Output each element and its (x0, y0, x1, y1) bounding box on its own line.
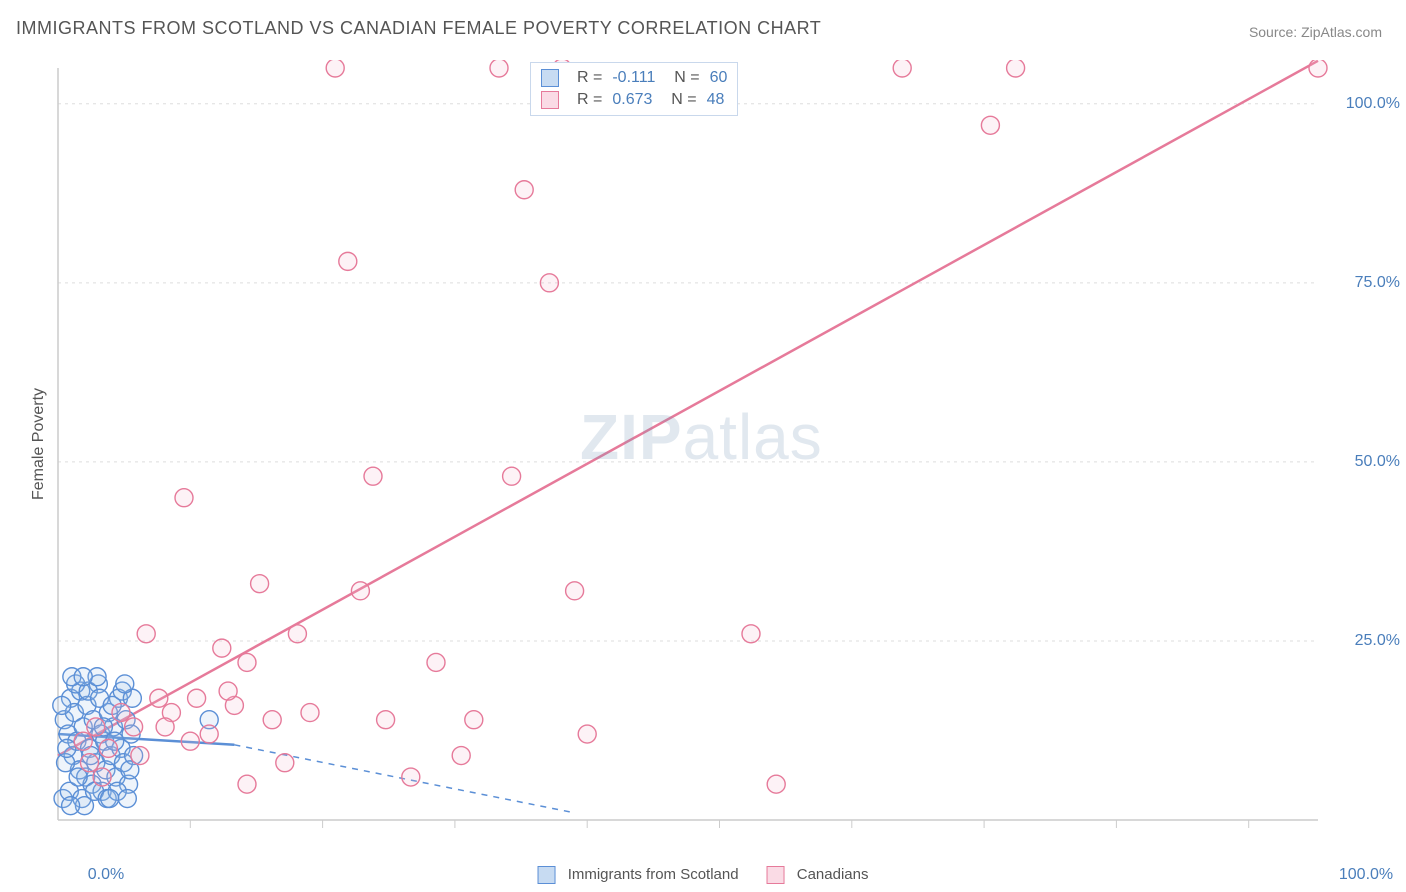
swatch-icon (767, 866, 785, 884)
chart-svg (48, 60, 1388, 860)
y-tick-label: 50.0% (1355, 453, 1400, 471)
stats-row-canadians: R = 0.673 N = 48 (541, 89, 727, 111)
legend-label: Immigrants from Scotland (568, 866, 739, 883)
r-value-scotland: -0.111 (612, 69, 655, 87)
swatch-icon (538, 866, 556, 884)
stats-row-scotland: R = -0.111 N = 60 (541, 67, 727, 89)
legend-item-canadians: Canadians (767, 866, 869, 884)
y-axis-label: Female Poverty (30, 388, 48, 500)
y-tick-label: 75.0% (1355, 274, 1400, 292)
legend-label: Canadians (797, 866, 869, 883)
scatter-plot: Female Poverty 0.0%100.0% (48, 60, 1388, 860)
swatch-scotland (541, 69, 559, 87)
x-tick-label: 0.0% (88, 866, 124, 884)
stats-legend: R = -0.111 N = 60 R = 0.673 N = 48 (530, 62, 738, 116)
chart-title: IMMIGRANTS FROM SCOTLAND VS CANADIAN FEM… (16, 18, 821, 39)
source-label: Source: ZipAtlas.com (1249, 24, 1382, 40)
y-tick-label: 100.0% (1346, 95, 1400, 113)
stat-label: R = (577, 69, 602, 87)
stat-label: N = (665, 69, 699, 87)
r-value-canadians: 0.673 (612, 91, 652, 109)
stat-label: R = (577, 91, 602, 109)
stat-label: N = (662, 91, 696, 109)
legend-item-scotland: Immigrants from Scotland (538, 866, 739, 884)
swatch-canadians (541, 91, 559, 109)
n-value-canadians: 48 (707, 91, 725, 109)
n-value-scotland: 60 (710, 69, 728, 87)
bottom-legend: Immigrants from Scotland Canadians (538, 866, 869, 884)
x-tick-label: 100.0% (1339, 866, 1393, 884)
y-tick-label: 25.0% (1355, 632, 1400, 650)
